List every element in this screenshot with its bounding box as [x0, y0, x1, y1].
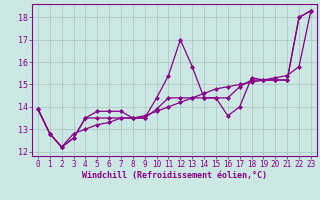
- X-axis label: Windchill (Refroidissement éolien,°C): Windchill (Refroidissement éolien,°C): [82, 171, 267, 180]
